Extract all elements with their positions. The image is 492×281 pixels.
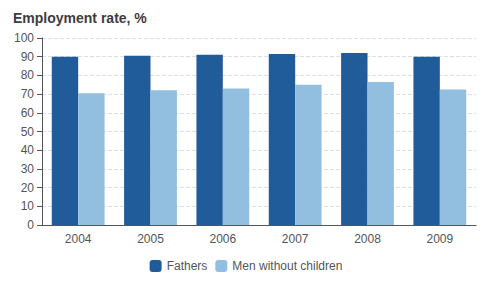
svg-text:2007: 2007 — [282, 232, 309, 246]
svg-text:0: 0 — [27, 218, 34, 232]
svg-text:60: 60 — [21, 106, 35, 120]
svg-text:2004: 2004 — [65, 232, 92, 246]
svg-text:30: 30 — [21, 162, 35, 176]
svg-text:70: 70 — [21, 87, 35, 101]
svg-text:Men without children: Men without children — [232, 259, 342, 273]
svg-text:20: 20 — [21, 181, 35, 195]
svg-text:Employment rate, %: Employment rate, % — [13, 10, 147, 26]
svg-text:2008: 2008 — [354, 232, 381, 246]
svg-text:50: 50 — [21, 125, 35, 139]
svg-text:2009: 2009 — [426, 232, 453, 246]
svg-text:2005: 2005 — [137, 232, 164, 246]
svg-text:80: 80 — [21, 68, 35, 82]
svg-text:100: 100 — [14, 31, 34, 45]
svg-text:10: 10 — [21, 199, 35, 213]
svg-text:90: 90 — [21, 50, 35, 64]
svg-text:2006: 2006 — [209, 232, 236, 246]
svg-text:Fathers: Fathers — [167, 259, 208, 273]
svg-text:40: 40 — [21, 143, 35, 157]
